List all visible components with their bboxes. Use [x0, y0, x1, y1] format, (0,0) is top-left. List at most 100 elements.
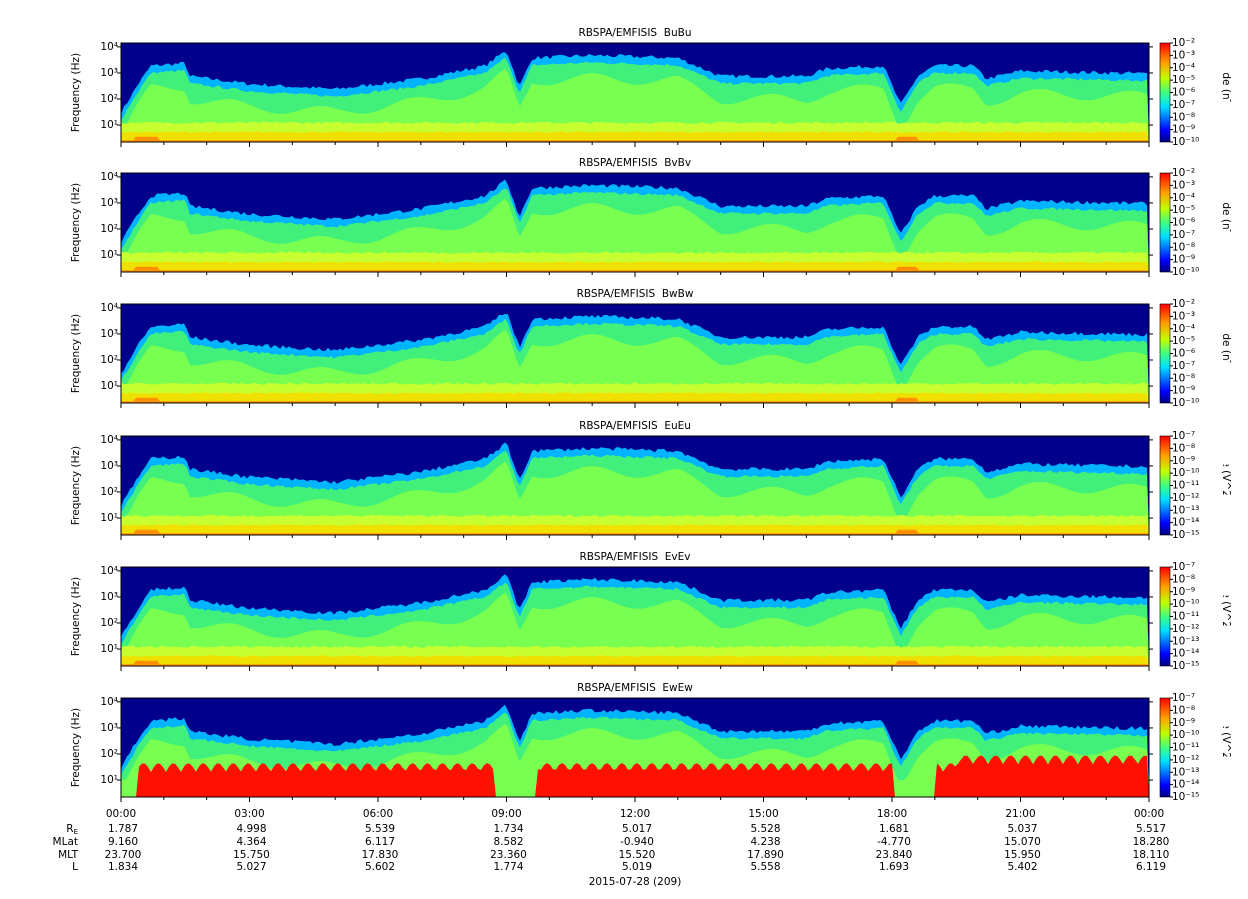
colorbar-tick-label: 10⁻⁸ — [1172, 704, 1195, 716]
ephemeris-value: 8.582 — [493, 836, 523, 848]
colorbar-tick-label: 10⁻² — [1172, 298, 1195, 310]
ephemeris-value: 5.528 — [750, 823, 780, 835]
ephemeris-value: 1.834 — [108, 861, 138, 873]
spectrogram-base — [121, 529, 1149, 535]
x-tick-label: 00:00 — [1134, 808, 1164, 820]
ephemeris-value: 5.558 — [750, 861, 780, 873]
colorbar-tick-label: 10⁻¹⁰ — [1172, 729, 1199, 741]
colorbar-label: amplitude (V^2/m^2/Hz) — [1220, 676, 1232, 809]
spectrogram-lowest — [121, 655, 1149, 666]
colorbar-tick-label: 10⁻¹³ — [1172, 635, 1199, 647]
date-label: 2015-07-28 (209) — [589, 876, 682, 888]
colorbar-tick-label: 10⁻⁵ — [1172, 204, 1195, 216]
colorbar-tick-label: 10⁻³ — [1172, 310, 1195, 322]
colorbar-tick-label: 10⁻⁹ — [1172, 385, 1195, 397]
colorbar-tick-label: 10⁻¹² — [1172, 754, 1199, 766]
y-tick-label: 10⁴ — [100, 41, 118, 53]
colorbar-tick-label: 10⁻¹³ — [1172, 766, 1199, 778]
ephemeris-row-label: RE — [66, 823, 78, 836]
x-tick-label: 12:00 — [620, 808, 650, 820]
ephemeris-row-label-text: MLT — [58, 849, 78, 861]
x-tick-label: 21:00 — [1005, 808, 1035, 820]
y-tick-label: 10² — [100, 486, 118, 498]
y-tick-label: 10² — [100, 223, 118, 235]
y-tick-label: 10¹ — [100, 643, 118, 655]
ephemeris-value: 5.539 — [365, 823, 395, 835]
y-tick-label: 10³ — [100, 67, 118, 79]
colorbar-label: amplitude (V^2/m^2/Hz) — [1220, 545, 1232, 678]
ephemeris-value: 15.520 — [619, 849, 656, 861]
colorbar-tick-label: 10⁻⁹ — [1172, 124, 1195, 136]
ephemeris-value: 9.160 — [108, 836, 138, 848]
y-tick-label: 10⁴ — [100, 696, 118, 708]
y-tick-label: 10² — [100, 93, 118, 105]
ephemeris-value: 1.787 — [108, 823, 138, 835]
spectrogram-lowest — [121, 261, 1149, 272]
colorbar-tick-label: 10⁻¹⁵ — [1172, 660, 1199, 672]
colorbar-tick-label: 10⁻⁸ — [1172, 573, 1195, 585]
colorbar-tick-label: 10⁻¹⁵ — [1172, 529, 1199, 541]
colorbar-tick-label: 10⁻⁹ — [1172, 717, 1195, 729]
ephemeris-row-label: L — [72, 861, 78, 873]
ephemeris-value: 6.119 — [1136, 861, 1166, 873]
y-tick-label: 10³ — [100, 460, 118, 472]
colorbar-tick-label: 10⁻⁸ — [1172, 442, 1195, 454]
colorbar-tick-label: 10⁻³ — [1172, 179, 1195, 191]
y-tick-label: 10⁴ — [100, 434, 118, 446]
ephemeris-row-label: MLT — [58, 849, 78, 861]
ephemeris-value: 5.402 — [1007, 861, 1037, 873]
spectrogram-lowest — [121, 524, 1149, 535]
colorbar — [1159, 172, 1171, 273]
panel-title: RBSPA/EMFISIS BwBw — [577, 288, 694, 300]
ephemeris-value: 5.019 — [622, 861, 652, 873]
colorbar — [1159, 435, 1171, 536]
y-tick-label: 10³ — [100, 722, 118, 734]
y-tick-label: 10⁴ — [100, 565, 118, 577]
colorbar-tick-label: 10⁻¹¹ — [1172, 611, 1199, 623]
y-tick-label: 10³ — [100, 591, 118, 603]
y-tick-label: 10² — [100, 354, 118, 366]
colorbar-tick-label: 10⁻¹⁰ — [1172, 136, 1199, 148]
colorbar-tick-label: 10⁻⁴ — [1172, 323, 1195, 335]
ephemeris-row-label-text: R — [66, 823, 73, 835]
ephemeris-value: 17.890 — [747, 849, 784, 861]
ephemeris-value: 1.734 — [493, 823, 523, 835]
ephemeris-value: 1.693 — [879, 861, 909, 873]
colorbar-tick-label: 10⁻⁶ — [1172, 217, 1195, 229]
colorbar-tick-label: 10⁻¹⁰ — [1172, 397, 1199, 409]
y-tick-label: 10² — [100, 617, 118, 629]
colorbar-tick-label: 10⁻¹⁴ — [1172, 779, 1199, 791]
panel-title: RBSPA/EMFISIS BvBv — [579, 157, 691, 169]
x-tick-label: 18:00 — [877, 808, 907, 820]
colorbar-tick-label: 10⁻¹⁵ — [1172, 791, 1199, 803]
colorbar-label: amplitude (nT^2/Hz) — [1220, 32, 1232, 142]
colorbar-tick-label: 10⁻¹¹ — [1172, 480, 1199, 492]
ephemeris-value: 15.070 — [1004, 836, 1041, 848]
panel-title: RBSPA/EMFISIS EwEw — [577, 682, 693, 694]
colorbar — [1159, 303, 1171, 404]
ephemeris-value: 5.037 — [1007, 823, 1037, 835]
panel-title: RBSPA/EMFISIS EuEu — [579, 420, 691, 432]
colorbar-tick-label: 10⁻¹⁴ — [1172, 517, 1199, 529]
ephemeris-value: 17.830 — [362, 849, 399, 861]
ephemeris-value: -4.770 — [877, 836, 911, 848]
ephemeris-row-label: MLat — [53, 836, 78, 848]
colorbar-tick-label: 10⁻⁶ — [1172, 87, 1195, 99]
colorbar-tick-label: 10⁻⁹ — [1172, 455, 1195, 467]
colorbar-tick-label: 10⁻¹² — [1172, 623, 1199, 635]
spectrogram-lowest — [121, 392, 1149, 403]
y-axis-label: Frequency (Hz) — [70, 314, 82, 393]
ephemeris-value: 5.027 — [236, 861, 266, 873]
y-axis-label: Frequency (Hz) — [70, 708, 82, 787]
ephemeris-row-label-sub: E — [74, 828, 78, 836]
spectrogram-base — [121, 266, 1149, 272]
spectrogram-lowest — [121, 131, 1149, 142]
colorbar — [1159, 566, 1171, 667]
colorbar-tick-label: 10⁻⁷ — [1172, 430, 1195, 442]
colorbar-tick-label: 10⁻⁹ — [1172, 586, 1195, 598]
colorbar-tick-label: 10⁻⁸ — [1172, 372, 1195, 384]
colorbar-label: amplitude (nT^2/Hz) — [1220, 162, 1232, 272]
x-tick-label: 15:00 — [748, 808, 778, 820]
